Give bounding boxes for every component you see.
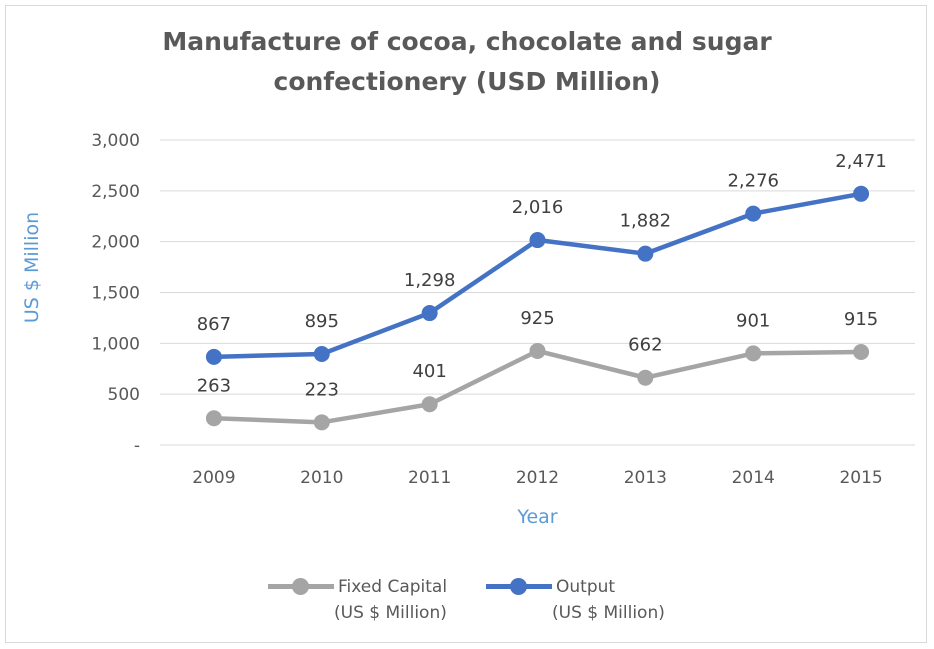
data-label: 867 [197,314,231,335]
y-tick-label: 1,500 [91,284,140,304]
data-point [853,343,870,360]
chart-title-line-1: Manufacture of cocoa, chocolate and suga… [162,27,772,56]
x-tick-label: 2014 [732,468,775,488]
x-tick-label: 2013 [624,468,667,488]
data-label: 901 [736,310,770,331]
x-tick-label: 2009 [192,468,235,488]
chart-title: Manufacture of cocoa, chocolate and suga… [0,22,934,102]
legend-output-unit: (US $ Million) [552,603,665,623]
y-tick-label: 1,000 [91,334,140,354]
data-label: 2,016 [512,197,564,218]
legend-output-marker [510,578,527,595]
data-label: 895 [305,311,339,332]
x-tick-label: 2012 [516,468,559,488]
data-point [637,245,654,262]
data-point [637,369,654,386]
data-point [313,346,330,363]
chart-frame [5,5,927,643]
y-tick-label: 500 [108,385,140,405]
x-tick-label: 2015 [839,468,882,488]
data-point [529,342,546,359]
data-point [421,305,438,322]
y-axis-title: US $ Million [21,212,43,323]
data-point [745,345,762,362]
line-chart: - 500 1,000 1,500 2,000 2,500 3,000 2009 2010 201… [21,131,915,528]
y-tick-label: - [134,436,140,456]
chart-title-line-2: confectionery (USD Million) [273,67,661,96]
x-axis-title: Year [516,506,557,528]
legend-fixed-capital-unit: (US $ Million) [334,603,447,623]
data-point [421,396,438,413]
data-label: 2,471 [835,151,887,172]
data-point [313,414,330,431]
legend-fixed-capital-marker [292,578,309,595]
data-label: 223 [305,379,339,400]
data-point [205,410,222,427]
legend: Fixed Capital (US $ Million) Output (US … [0,568,934,638]
x-tick-label: 2011 [408,468,451,488]
y-tick-label: 2,000 [91,233,140,253]
data-label: 925 [520,308,554,329]
legend-fixed-capital-name: Fixed Capital [338,577,448,597]
data-label: 263 [197,375,231,396]
series-line-1 [211,191,864,360]
legend-output-label: Output (US $ Million) [552,574,665,626]
data-point [205,348,222,365]
data-point [853,185,870,202]
data-point [529,232,546,249]
x-tick-label: 2010 [300,468,343,488]
data-label: 662 [628,335,662,356]
data-label: 2,276 [727,171,779,192]
y-tick-label: 3,000 [91,131,140,151]
data-label: 401 [412,361,446,382]
y-tick-label: 2,500 [91,182,140,202]
legend-fixed-capital-label: Fixed Capital (US $ Million) [334,574,448,626]
data-label: 1,882 [620,211,672,232]
legend-output-name: Output [556,577,616,597]
data-point [745,205,762,222]
data-label: 1,298 [404,270,456,291]
data-label: 915 [844,309,878,330]
